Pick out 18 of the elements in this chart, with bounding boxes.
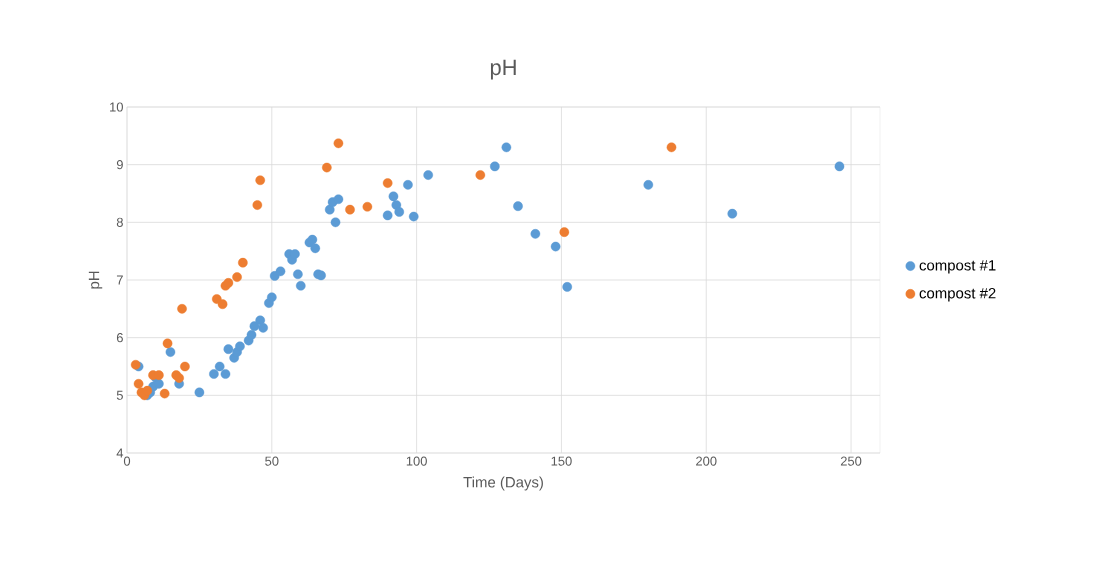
y-tick-label: 6 (116, 333, 123, 343)
x-tick-label: 250 (840, 456, 862, 466)
chart-title: pH (490, 59, 516, 80)
x-axis-title: Time (Days) (463, 476, 543, 491)
x-tick-label: 0 (123, 456, 131, 466)
y-axis-title: pH (88, 271, 103, 289)
legend-label: compost #1 (919, 260, 996, 274)
x-tick-label: 200 (696, 456, 717, 466)
x-tick-label: 100 (406, 456, 427, 466)
y-tick-label: 5 (116, 390, 123, 400)
y-tick-label: 7 (116, 275, 123, 285)
y-tick-label: 4 (116, 448, 124, 458)
legend-label: compost #2 (919, 287, 996, 302)
x-tick-label: 50 (265, 456, 279, 466)
x-tick-label: 150 (551, 456, 572, 466)
y-tick-label: 9 (116, 160, 123, 170)
y-tick-label: 8 (116, 217, 123, 227)
y-tick-label: 10 (110, 102, 123, 112)
